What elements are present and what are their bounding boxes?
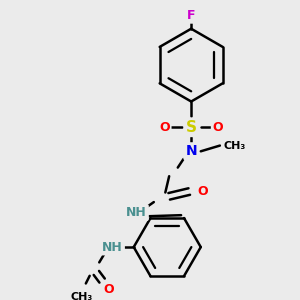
Text: CH₃: CH₃ bbox=[223, 141, 245, 151]
Text: CH₃: CH₃ bbox=[71, 292, 93, 300]
Text: F: F bbox=[187, 9, 195, 22]
Text: O: O bbox=[159, 121, 170, 134]
Text: O: O bbox=[103, 283, 114, 296]
Text: NH: NH bbox=[102, 241, 123, 254]
Text: O: O bbox=[213, 121, 223, 134]
Text: N: N bbox=[185, 144, 197, 158]
Text: NH: NH bbox=[126, 206, 147, 219]
Text: S: S bbox=[186, 120, 197, 135]
Text: O: O bbox=[197, 185, 208, 198]
